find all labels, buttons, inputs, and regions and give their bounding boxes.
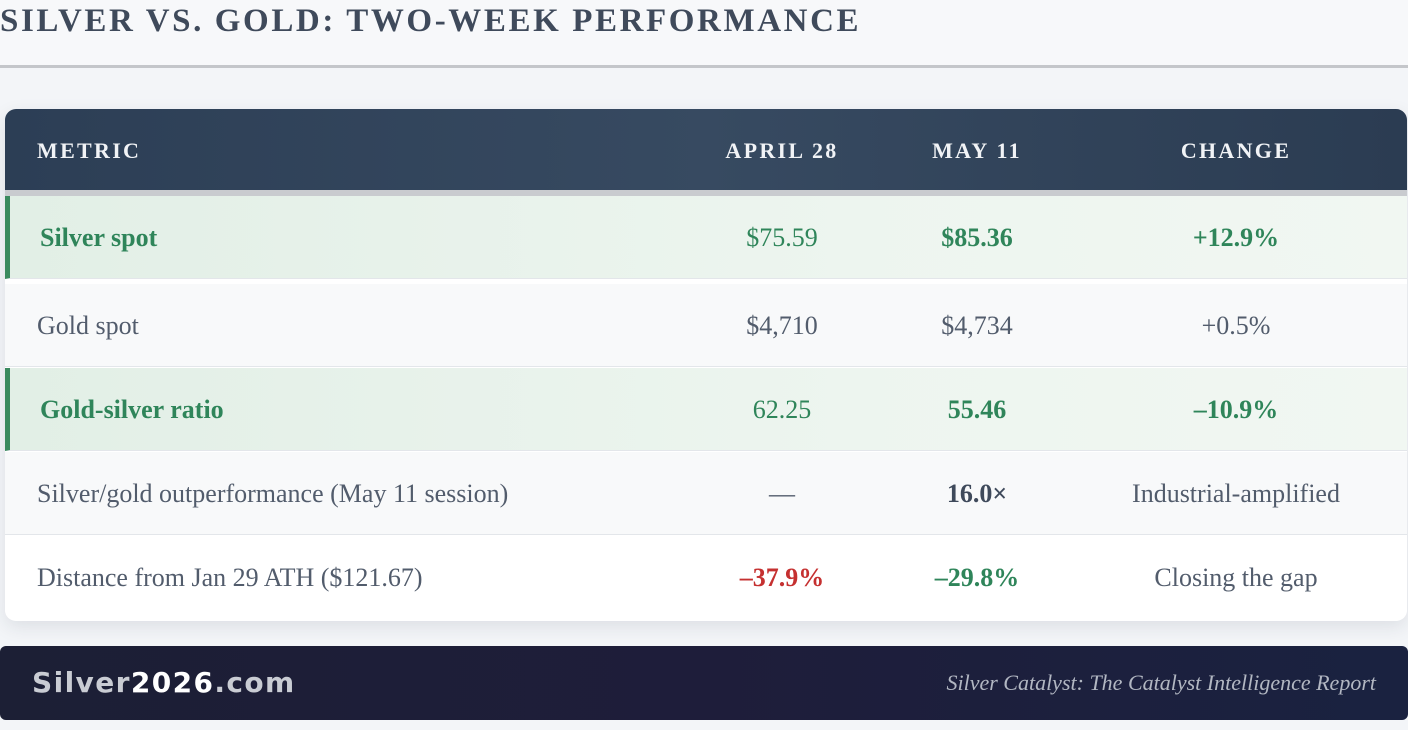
table-row-outperformance: Silver/gold outperformance (May 11 sessi… <box>5 452 1407 535</box>
table-row-gold-silver-ratio: Gold-silver ratio 62.25 55.46 –10.9% <box>5 368 1407 451</box>
row-april-28-value: 62.25 <box>752 395 812 424</box>
report-name: Silver Catalyst: The Catalyst Intelligen… <box>946 670 1376 695</box>
row-may-11-value: 16.0× <box>946 479 1008 508</box>
row-change-value: Closing the gap <box>1154 563 1318 592</box>
table-row-gold-spot: Gold spot $4,710 $4,734 +0.5% <box>5 284 1407 367</box>
row-change-value: –10.9% <box>1193 395 1279 424</box>
row-april-28-value: –37.9% <box>739 563 825 592</box>
row-april-28-value: $4,710 <box>746 311 818 340</box>
row-may-11-value: $4,734 <box>941 311 1013 340</box>
brand-logo: Silver2026.com <box>32 646 296 720</box>
row-metric: Gold-silver ratio <box>40 395 224 424</box>
row-metric: Silver spot <box>40 223 158 252</box>
column-header-change: CHANGE <box>1180 138 1292 163</box>
row-metric: Gold spot <box>37 311 139 340</box>
row-metric: Distance from Jan 29 ATH ($121.67) <box>37 563 423 592</box>
performance-table: METRIC APRIL 28 MAY 11 CHANGE Silver spo… <box>5 109 1407 621</box>
table-header: METRIC APRIL 28 MAY 11 CHANGE <box>5 109 1407 196</box>
row-change-value: Industrial-amplified <box>1132 479 1340 508</box>
row-april-28-value: — <box>769 479 795 508</box>
table-row-silver-spot: Silver spot $75.59 $85.36 +12.9% <box>5 196 1407 279</box>
row-april-28-value: $75.59 <box>746 223 818 252</box>
footer: Silver2026.com Silver Catalyst: The Cata… <box>0 646 1408 720</box>
column-header-may-11: MAY 11 <box>932 138 1022 163</box>
brand-suffix: .com <box>214 666 296 699</box>
brand-number: 2026 <box>130 666 215 699</box>
row-may-11-value: 55.46 <box>947 395 1007 424</box>
row-change-value: +0.5% <box>1201 311 1271 340</box>
row-change-value: +12.9% <box>1192 223 1280 252</box>
page-title: SILVER VS. GOLD: TWO-WEEK PERFORMANCE <box>0 3 862 39</box>
table-row-distance-from-ath: Distance from Jan 29 ATH ($121.67) –37.9… <box>5 536 1407 619</box>
row-metric: Silver/gold outperformance (May 11 sessi… <box>37 479 509 508</box>
brand-prefix: Silver <box>32 666 131 699</box>
row-may-11-value: –29.8% <box>934 563 1020 592</box>
column-header-metric: METRIC <box>37 138 142 163</box>
title-bar: SILVER VS. GOLD: TWO-WEEK PERFORMANCE <box>0 0 1408 68</box>
row-may-11-value: $85.36 <box>941 223 1013 252</box>
column-header-april-28: APRIL 28 <box>725 138 839 163</box>
